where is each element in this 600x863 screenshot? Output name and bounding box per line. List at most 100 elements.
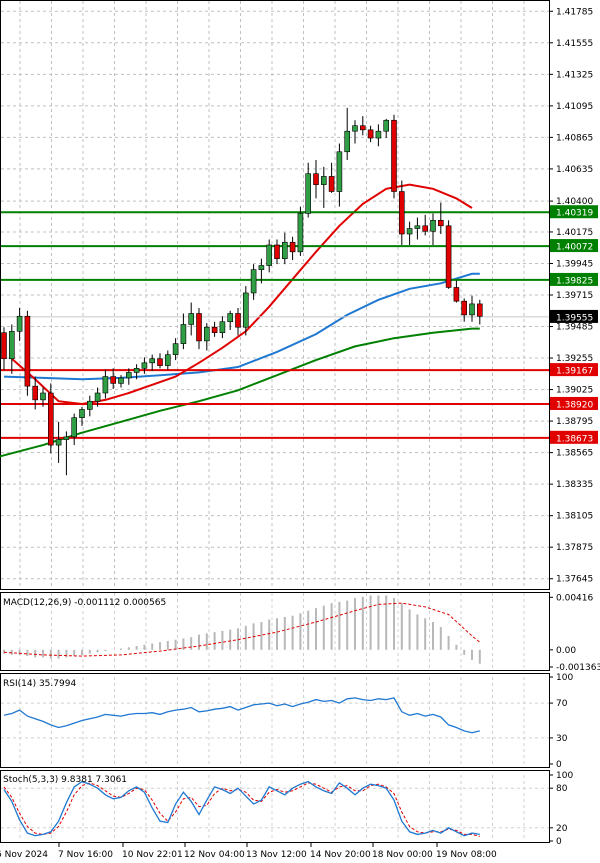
candle <box>476 299 483 325</box>
candle-body <box>110 376 116 384</box>
level-tag-label: 1.40319 <box>556 209 593 219</box>
price-panel: 1.41785 1.41555 1.41325 1.41095 1.40865 1.406… <box>0 0 598 590</box>
candle-body <box>383 119 390 132</box>
current-price-tag: 1.39555 <box>550 309 598 323</box>
stoch-d-path <box>3 782 480 837</box>
candle-body <box>328 176 335 192</box>
candle <box>289 236 296 261</box>
price-tick-label: 1.37875 <box>556 543 593 553</box>
candle-body <box>476 303 483 317</box>
candle <box>180 313 187 350</box>
level-tag-bg <box>550 396 598 410</box>
candle-body <box>258 265 265 270</box>
macd-signal-line <box>3 602 481 657</box>
time-axis: 6 Nov 2024 7 Nov 16:00 10 Nov 22:01 12 Nov … <box>0 843 497 860</box>
candle <box>266 239 273 273</box>
candle <box>406 221 413 245</box>
macd-signal-path <box>3 602 481 657</box>
price-tick-label: 1.39025 <box>556 386 593 396</box>
time-tick-label: 18 Nov 00:00 <box>372 850 433 860</box>
stoch-k-path <box>3 780 480 837</box>
candle-body <box>47 392 54 446</box>
candle <box>9 324 15 374</box>
candle <box>243 286 249 336</box>
time-tick-label: 13 Nov 12:00 <box>246 850 307 860</box>
price-tick-label: 1.39945 <box>556 259 593 269</box>
candle-body <box>422 225 429 232</box>
rsi-tick-label: 0 <box>556 760 562 770</box>
time-tick-label: 10 Nov 22:01 <box>122 850 183 860</box>
candle-body <box>9 331 15 360</box>
candle <box>469 295 475 322</box>
price-tick-label: 1.41785 <box>556 7 593 17</box>
candle-body <box>391 119 397 192</box>
candle-body <box>445 225 452 288</box>
candle <box>118 375 124 388</box>
candle-body <box>172 343 179 355</box>
stoch-tick-label: 100 <box>556 771 573 781</box>
candle-body <box>297 213 304 253</box>
price-tick-label: 1.40865 <box>556 133 593 143</box>
candle <box>328 162 335 193</box>
rsi-line <box>3 697 480 734</box>
candle <box>79 406 85 426</box>
price-grid <box>1 1 549 589</box>
candle <box>47 383 54 454</box>
candle-body <box>63 436 70 440</box>
price-tick-label: 1.38105 <box>556 512 593 522</box>
candle-body <box>165 354 171 366</box>
macd-tick-label: 0.00 <box>556 646 576 656</box>
candle-body <box>133 368 140 373</box>
candle-body <box>118 377 124 384</box>
macd-tick-label: 0.00416 <box>556 593 593 603</box>
candle-body <box>313 173 319 185</box>
rsi-grid <box>1 677 549 764</box>
level-tag: 1.39167 <box>550 363 598 377</box>
candle <box>344 107 351 160</box>
candle-body <box>266 244 273 266</box>
macd-panel-frame <box>0 592 550 671</box>
candle-body <box>453 287 460 302</box>
candle <box>141 357 148 374</box>
horizontal-levels <box>1 211 549 439</box>
candle <box>227 310 233 330</box>
candle-body <box>219 321 226 333</box>
candle <box>320 166 327 208</box>
macd-histogram <box>3 595 481 664</box>
stoch-tick-label: 0 <box>556 837 562 847</box>
candle-body <box>289 241 296 253</box>
candle-body <box>55 439 62 446</box>
candle-body <box>87 400 93 410</box>
candle <box>422 214 429 236</box>
candle <box>63 431 70 476</box>
candle-body <box>336 151 343 192</box>
level-labels: 1.40319 1.40072 1.39825 1.39167 1.38920 1.386… <box>550 205 598 444</box>
current-price-tag-bg <box>550 309 598 323</box>
price-tick-label: 1.41095 <box>556 102 593 112</box>
level-tag-label: 1.38920 <box>556 400 593 410</box>
rsi-path <box>3 697 480 734</box>
candle-body <box>406 228 413 235</box>
candle-body <box>461 300 468 316</box>
level-tag-label: 1.39167 <box>556 367 593 377</box>
time-tick-label: 6 Nov 2024 <box>0 850 48 860</box>
candle <box>165 350 171 370</box>
candle-body <box>359 125 366 131</box>
macd-panel: MACD(12,26,9) -0.001112 0.000565 0.00416… <box>0 592 600 673</box>
candle-body <box>243 292 249 328</box>
rsi-label: RSI(14) 35.7994 <box>3 679 76 689</box>
candle <box>110 368 116 389</box>
candle <box>87 395 93 417</box>
candle-body <box>1 332 7 360</box>
price-tick-label: 1.39255 <box>556 354 593 364</box>
candle-body <box>32 385 39 401</box>
candle <box>219 316 226 339</box>
price-tick-label: 1.40175 <box>556 228 593 238</box>
candle <box>305 162 312 218</box>
candle <box>281 232 288 265</box>
level-tag-bg <box>550 239 598 253</box>
candle-body <box>320 176 327 185</box>
candle <box>1 327 7 370</box>
candle <box>391 114 397 199</box>
candle-body <box>235 313 241 328</box>
